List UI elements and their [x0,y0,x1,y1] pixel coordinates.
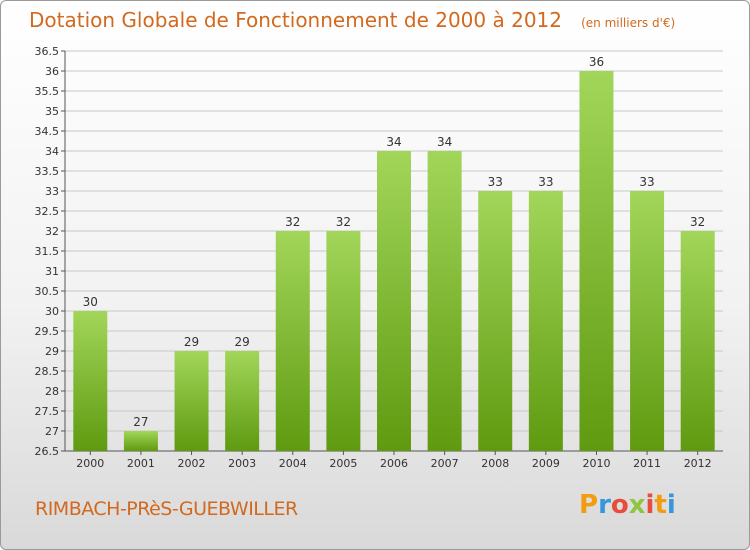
proxiti-logo[interactable]: Proxiti [579,490,676,520]
data-label: 29 [235,335,250,349]
bar [326,231,361,451]
brand-letter: t [654,490,667,520]
brand-letter: r [598,490,611,520]
data-label: 32 [336,215,351,229]
y-tick-label: 31.5 [35,245,60,258]
y-tick-label: 30.5 [35,285,60,298]
y-tick-label: 30 [45,305,59,318]
y-tick-label: 36.5 [35,45,60,58]
bar [478,191,513,451]
y-tick-label: 26.5 [35,445,60,458]
y-tick-label: 36 [45,65,59,78]
y-tick-label: 27 [45,425,59,438]
y-tick-labels: 26.5 27 27.5 28 28.5 29 29.5 30 30.5 31 31.5 32 32.5… [35,45,60,458]
bar [377,151,411,451]
data-label: 33 [538,175,553,189]
y-tick-label: 27.5 [35,405,60,418]
title-row: Dotation Globale de Fonctionnement de 20… [29,8,675,32]
x-tick-label: 2003 [228,457,256,470]
x-tick-label: 2012 [684,457,712,470]
data-labels: 30 27 29 29 32 32 34 34 33 33 36 33 32 [83,55,706,429]
x-tick-label: 2011 [633,457,661,470]
y-tick-label: 35.5 [35,85,60,98]
chart-subtitle: (en milliers d'€) [581,16,676,30]
data-label: 30 [83,295,98,309]
bar [427,151,462,451]
data-label: 36 [589,55,604,69]
x-tick-label: 2004 [279,457,307,470]
bar [73,311,108,451]
y-tick-label: 32 [45,225,59,238]
y-tick-label: 35 [45,105,59,118]
data-label: 33 [488,175,503,189]
bar [579,71,614,451]
data-label: 29 [184,335,199,349]
y-tick-label: 34.5 [35,125,60,138]
x-tick-label: 2001 [127,457,155,470]
bar [174,351,209,451]
y-tick-label: 33 [45,185,59,198]
x-tick-labels: 2000 2001 2002 2003 2004 2005 2006 2007 2008 2009… [76,451,712,470]
x-tick-label: 2006 [380,457,408,470]
brand-letter: i [645,490,655,520]
bar [225,351,260,451]
x-tick-label: 2000 [76,457,104,470]
y-tick-label: 28.5 [35,365,60,378]
y-tick-label: 28 [45,385,59,398]
y-tick-label: 29.5 [35,325,60,338]
chart-title: Dotation Globale de Fonctionnement de 20… [29,8,562,32]
bar [680,231,715,451]
bar [123,431,158,451]
y-tick-label: 34 [45,145,59,158]
data-label: 32 [690,215,705,229]
bar [275,231,310,451]
y-tick-label: 33.5 [35,165,60,178]
bar [528,191,563,451]
data-label: 32 [285,215,300,229]
brand-letter: i [666,490,676,520]
y-tick-label: 31 [45,265,59,278]
brand-letter: o [610,490,629,520]
bar [630,191,665,451]
x-tick-label: 2005 [329,457,357,470]
brand-letter: P [579,490,599,520]
commune-name: RIMBACH-PRèS-GUEBWILLER [35,498,298,520]
data-label: 27 [133,415,148,429]
x-tick-label: 2008 [481,457,509,470]
brand-letter: x [628,490,646,520]
x-tick-label: 2007 [431,457,459,470]
x-tick-label: 2002 [178,457,206,470]
x-tick-label: 2010 [582,457,610,470]
data-label: 34 [386,135,401,149]
data-label: 33 [639,175,654,189]
y-tick-label: 29 [45,345,59,358]
x-tick-label: 2009 [532,457,560,470]
y-tick-label: 32.5 [35,205,60,218]
data-label: 34 [437,135,452,149]
bars [73,71,715,451]
